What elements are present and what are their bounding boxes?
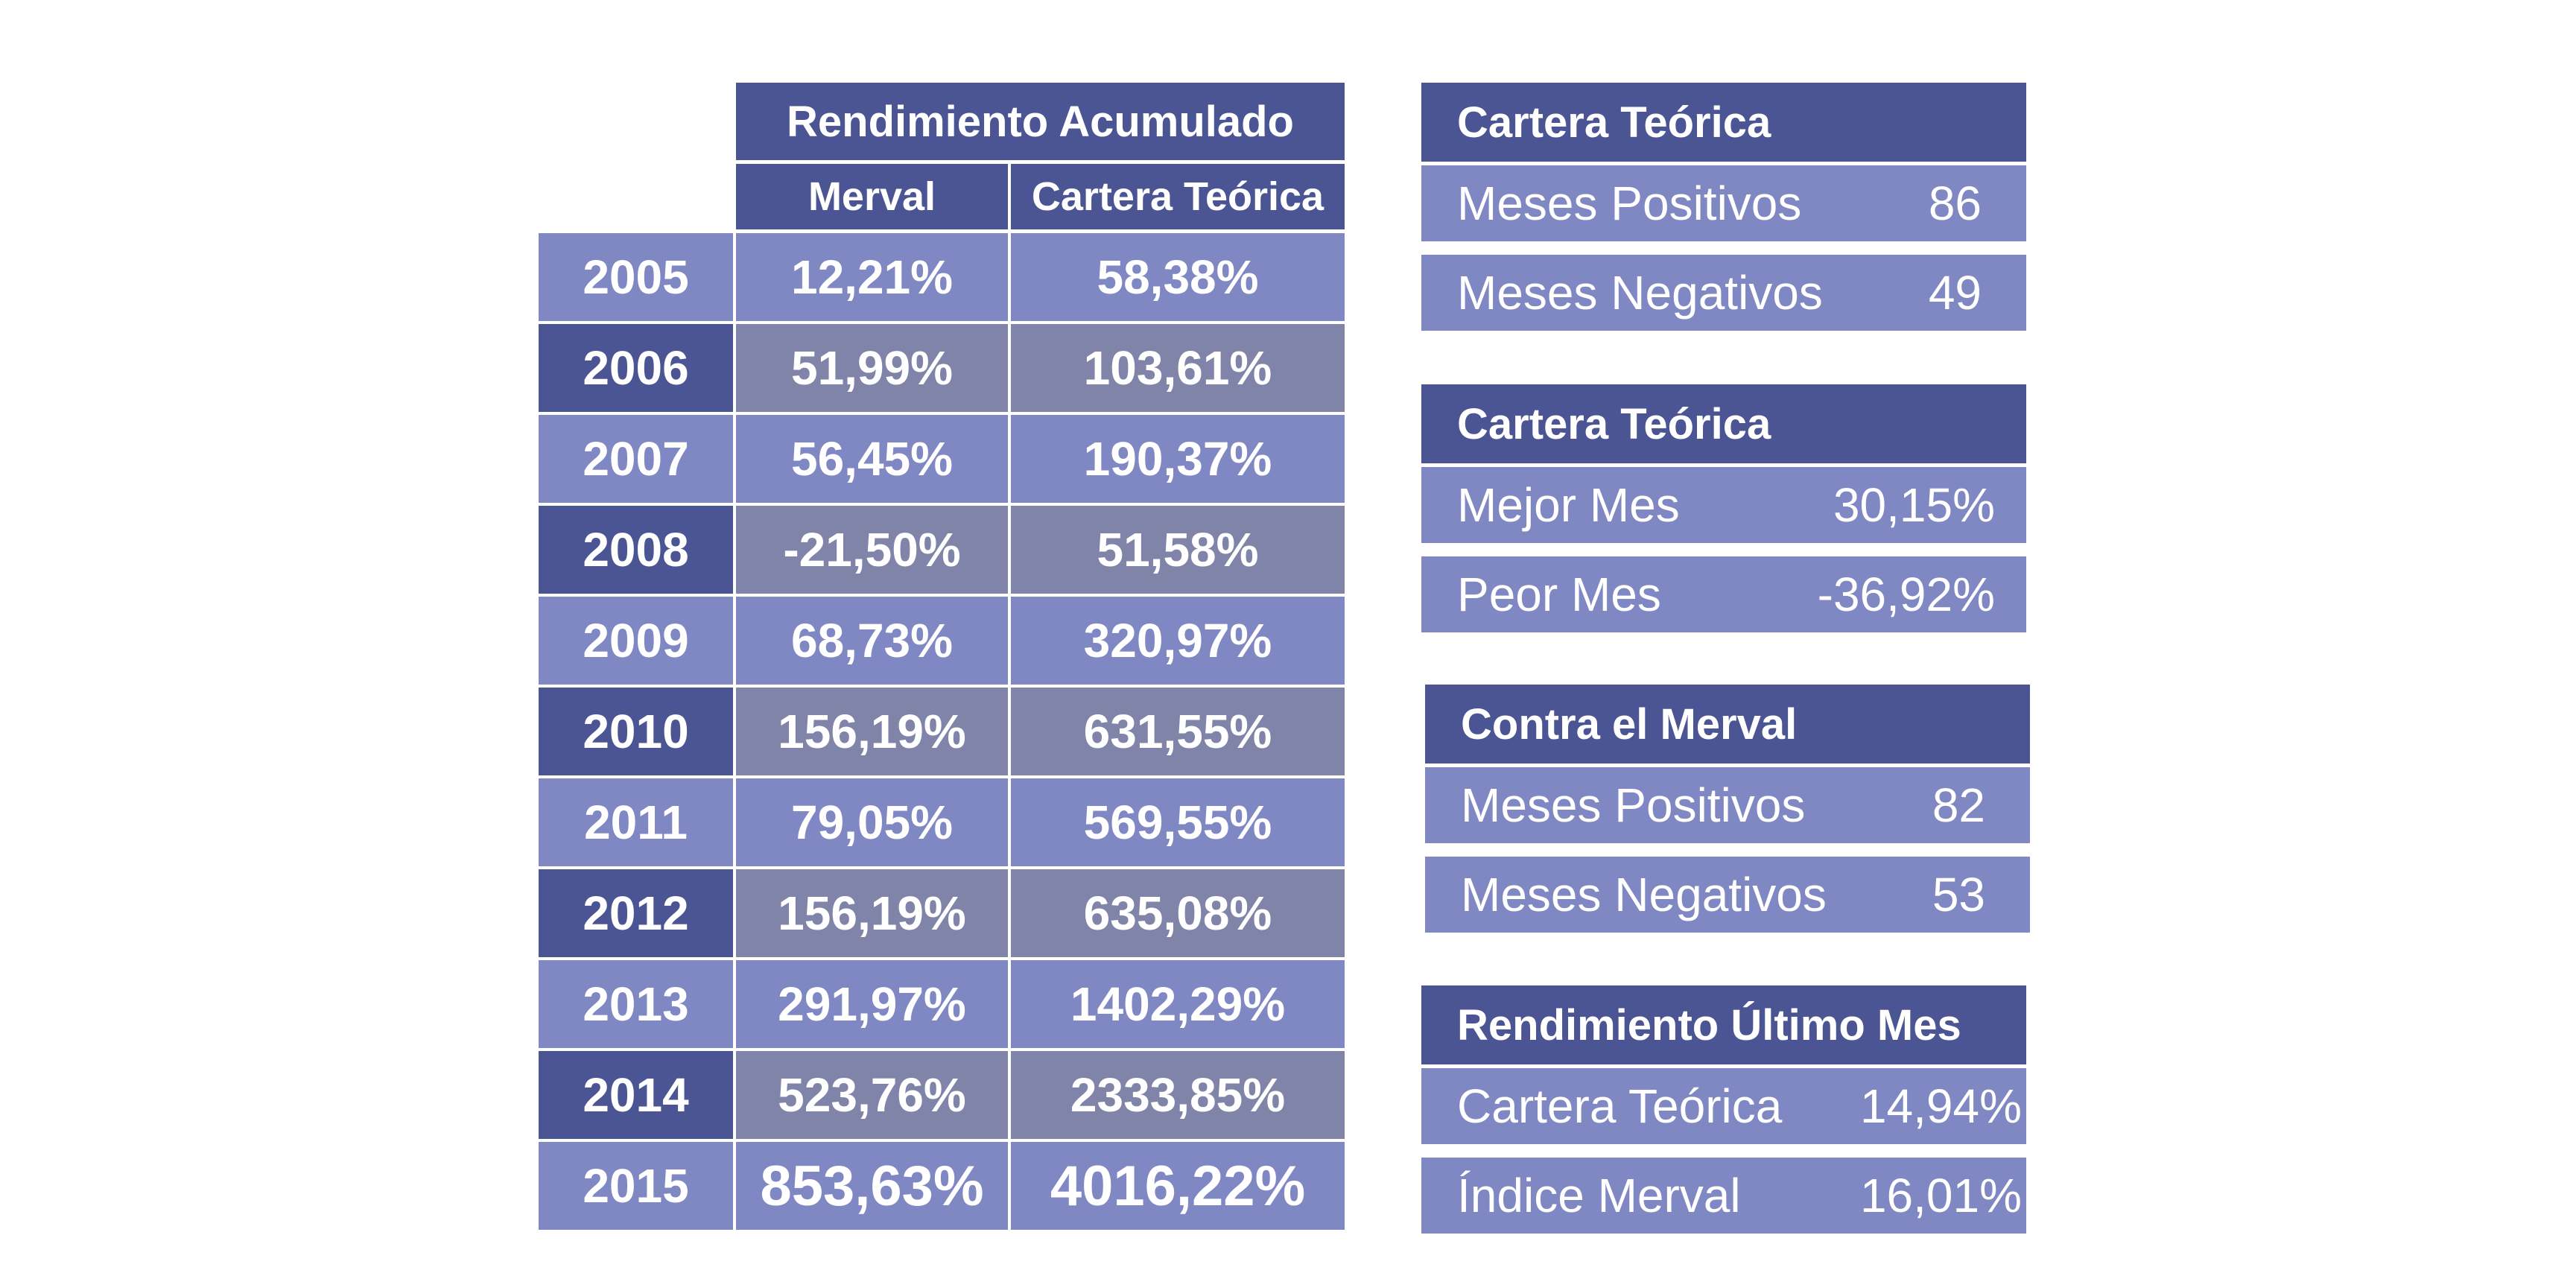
cartera-cell: 190,37% — [1011, 415, 1345, 503]
panel-row-label: Cartera Teórica — [1457, 1079, 1783, 1133]
panel-title: Cartera Teórica — [1421, 384, 2026, 463]
column-header-merval: Merval — [736, 164, 1008, 229]
merval-cell: 523,76% — [736, 1051, 1008, 1139]
panel-row: Mejor Mes 30,15% — [1421, 467, 2026, 543]
panel-row-value: 14,94% — [1859, 1079, 2022, 1133]
panel-row-label: Índice Merval — [1457, 1169, 1741, 1222]
panel-row-label: Meses Positivos — [1461, 778, 1806, 832]
cartera-cell: 2333,85% — [1011, 1051, 1345, 1139]
year-cell: 2015 — [539, 1142, 733, 1230]
panel-row: Meses Positivos 86 — [1421, 165, 2026, 241]
cartera-cell: 103,61% — [1011, 324, 1345, 412]
panel-row-value: 86 — [1928, 177, 1982, 230]
merval-cell: 56,45% — [736, 415, 1008, 503]
panel-row-label: Mejor Mes — [1457, 478, 1680, 532]
panel-row-value: -36,92% — [1817, 568, 1995, 621]
cartera-cell: 631,55% — [1011, 688, 1345, 775]
year-cell: 2011 — [539, 778, 733, 866]
cartera-cell: 51,58% — [1011, 506, 1345, 594]
panel-row-value: 53 — [1932, 868, 1985, 921]
cartera-cell: 320,97% — [1011, 597, 1345, 685]
year-cell: 2005 — [539, 233, 733, 321]
cartera-cell: 569,55% — [1011, 778, 1345, 866]
panel-row: Meses Negativos 49 — [1421, 255, 2026, 331]
panel-row: Índice Merval 16,01% — [1421, 1158, 2026, 1234]
cartera-cell: 4016,22% — [1011, 1142, 1345, 1230]
panel-row: Cartera Teórica 14,94% — [1421, 1068, 2026, 1144]
cartera-cell: 635,08% — [1011, 869, 1345, 957]
panel-title: Contra el Merval — [1425, 685, 2030, 764]
year-cell: 2010 — [539, 688, 733, 775]
panel-row-value: 30,15% — [1833, 478, 1995, 532]
year-cell: 2007 — [539, 415, 733, 503]
panel-title: Cartera Teórica — [1421, 83, 2026, 162]
year-cell: 2006 — [539, 324, 733, 412]
merval-cell: 51,99% — [736, 324, 1008, 412]
merval-cell: 156,19% — [736, 688, 1008, 775]
year-cell: 2009 — [539, 597, 733, 685]
panel-row: Meses Positivos 82 — [1425, 767, 2030, 843]
panel-row-value: 16,01% — [1859, 1169, 2022, 1222]
panel-row-value: 82 — [1932, 778, 1985, 832]
merval-cell: -21,50% — [736, 506, 1008, 594]
panel-title: Rendimiento Último Mes — [1421, 985, 2026, 1064]
panel-row-label: Meses Negativos — [1457, 266, 1823, 320]
merval-cell: 79,05% — [736, 778, 1008, 866]
merval-cell: 12,21% — [736, 233, 1008, 321]
panel-row-label: Peor Mes — [1457, 568, 1661, 621]
merval-cell: 68,73% — [736, 597, 1008, 685]
merval-cell: 853,63% — [736, 1142, 1008, 1230]
year-cell: 2014 — [539, 1051, 733, 1139]
panel-row: Meses Negativos 53 — [1425, 857, 2030, 933]
panel-row-label: Meses Positivos — [1457, 177, 1802, 230]
panel-row-value: 49 — [1928, 266, 1982, 320]
merval-cell: 291,97% — [736, 960, 1008, 1048]
panel-row: Peor Mes -36,92% — [1421, 556, 2026, 632]
column-header-cartera: Cartera Teórica — [1011, 164, 1345, 229]
cartera-cell: 1402,29% — [1011, 960, 1345, 1048]
year-cell: 2012 — [539, 869, 733, 957]
year-cell: 2013 — [539, 960, 733, 1048]
merval-cell: 156,19% — [736, 869, 1008, 957]
table-title: Rendimiento Acumulado — [736, 83, 1345, 160]
cartera-cell: 58,38% — [1011, 233, 1345, 321]
year-cell: 2008 — [539, 506, 733, 594]
panel-row-label: Meses Negativos — [1461, 868, 1827, 921]
